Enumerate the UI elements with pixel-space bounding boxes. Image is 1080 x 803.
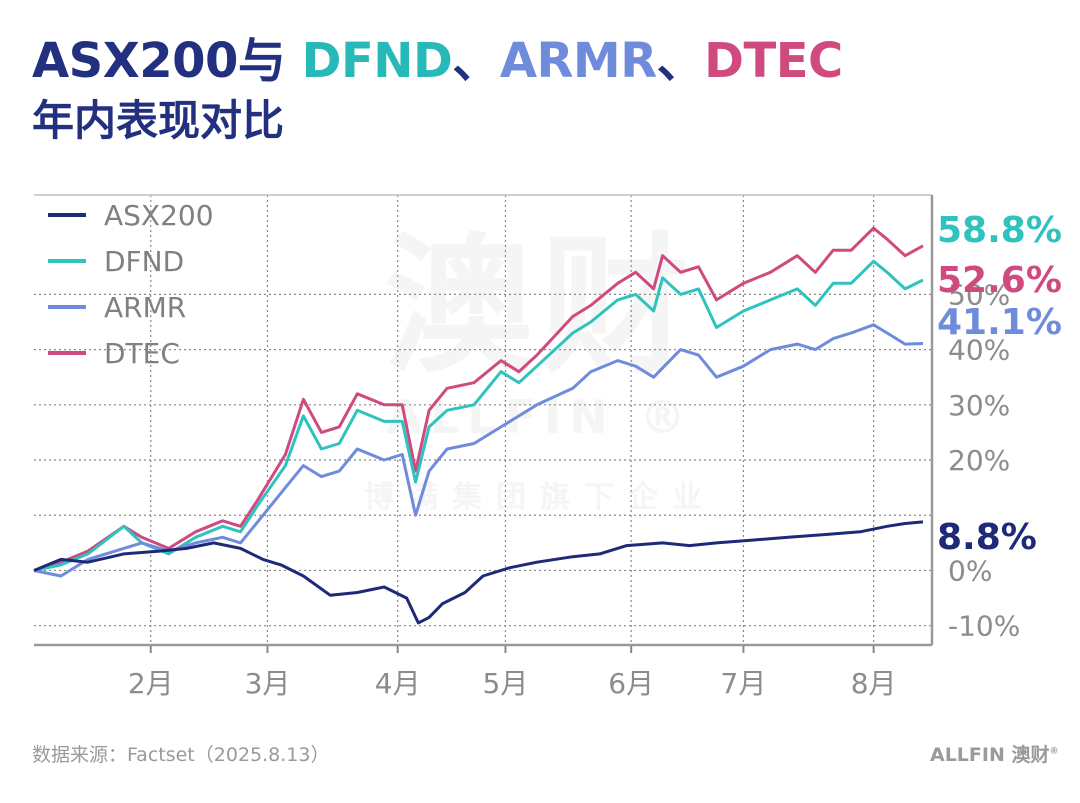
title-armr: ARMR [499,33,657,89]
x-tick-label: 6月 [608,667,654,700]
x-tick-label: 3月 [245,667,291,700]
logo-cn: 澳财 [1011,744,1050,766]
logo-mark: ® [1049,746,1059,757]
series-end-label: 41.1% [937,302,1062,343]
brand-logo: ALLFIN 澳财® [930,740,1059,767]
series-line-asx200 [33,520,924,625]
series-end-label: 8.8% [937,517,1037,558]
x-tick-label: 4月 [375,667,421,700]
x-tick-label: 8月 [851,667,897,700]
x-tick-label: 2月 [128,667,174,700]
y-tick-label: 30% [948,389,1010,422]
y-tick-label: -10% [948,610,1020,643]
source-note: 数据来源：Factset（2025.8.13） [32,744,330,766]
chart-subtitle: 年内表现对比 [32,96,285,145]
logo-latin: ALLFIN [930,744,1005,766]
series-end-label: 52.6% [937,260,1062,301]
title-sep2: 、 [656,33,705,89]
y-tick-label: 50% [948,278,1010,311]
series-line-armr [33,323,924,578]
legend-label: DFND [104,245,184,278]
chart-title: ASX200与 DFND、ARMR、DTEC [32,30,843,92]
title-part1: ASX200与 [32,33,302,89]
legend-label: ARMR [104,291,186,324]
series-line-dtec [33,226,924,572]
y-tick-label: 20% [948,444,1010,477]
series-line-dfnd [33,259,924,572]
x-tick-label: 7月 [721,667,767,700]
legend-label: ASX200 [104,199,214,232]
title-dfnd: DFND [301,33,453,89]
y-tick-label: 40% [948,334,1010,367]
y-tick-label: 0% [948,554,992,587]
legend-label: DTEC [104,337,180,370]
title-sep1: 、 [452,33,500,89]
series-end-label: 58.8% [937,210,1062,251]
title-dtec: DTEC [704,33,843,89]
x-tick-label: 5月 [483,667,529,700]
